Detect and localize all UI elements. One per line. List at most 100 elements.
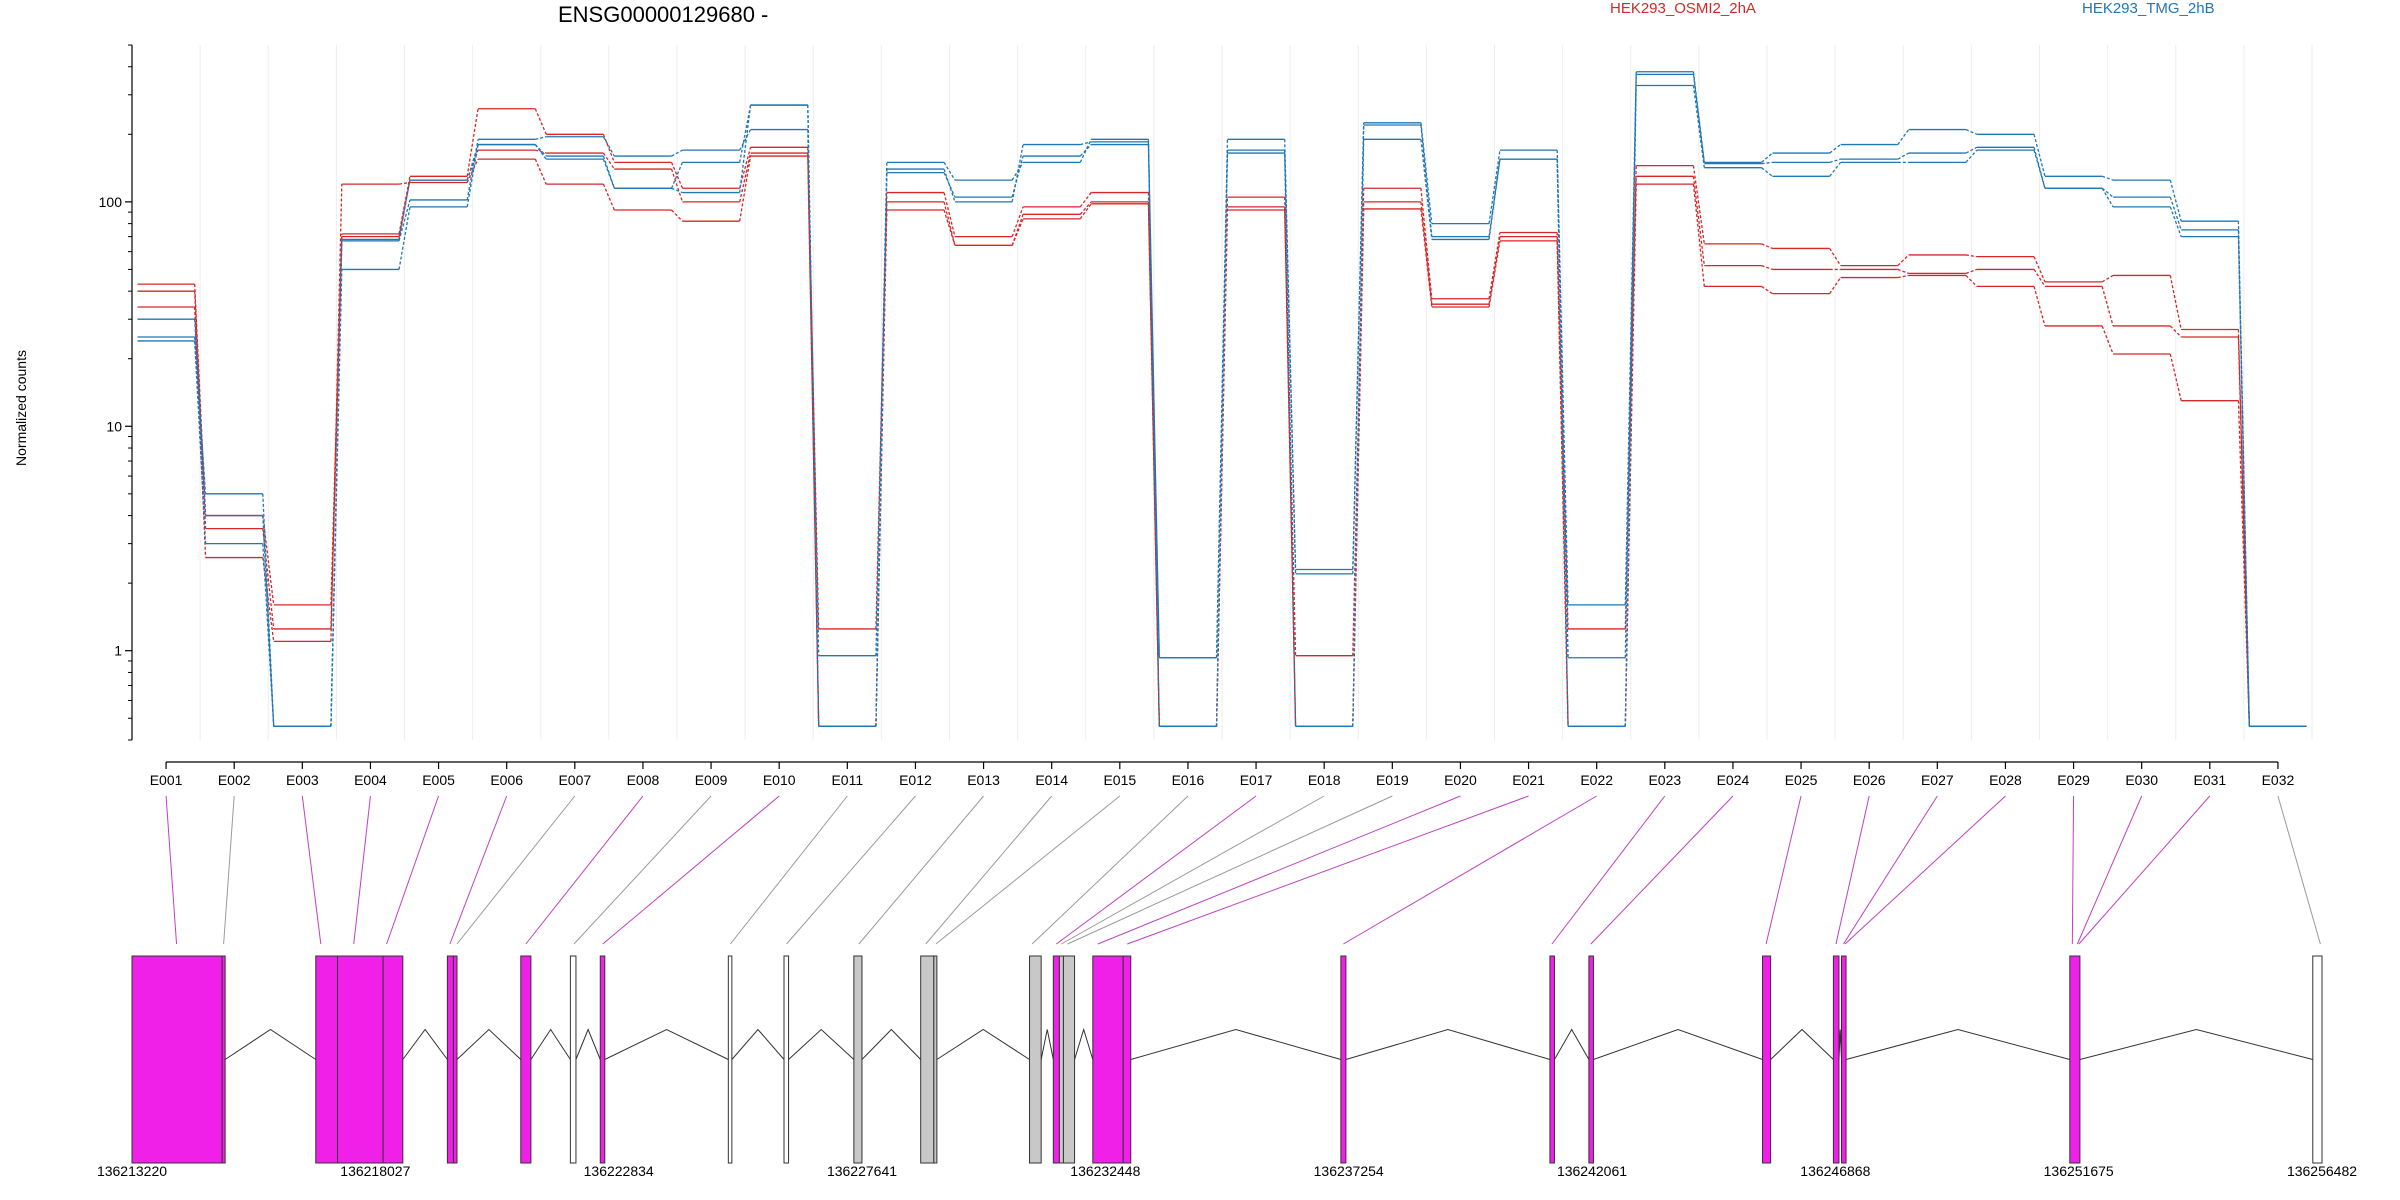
series-3-step-E004 bbox=[398, 179, 411, 240]
series-5-step-E013 bbox=[1011, 155, 1024, 198]
series-0-step-E014 bbox=[1079, 192, 1092, 208]
series-2-step-E014 bbox=[1079, 203, 1092, 220]
series-4-step-E021 bbox=[1556, 159, 1569, 658]
x-tick-label-E028: E028 bbox=[1989, 772, 2022, 788]
series-0-step-E027 bbox=[1965, 254, 1977, 258]
x-tick-label-E027: E027 bbox=[1921, 772, 1954, 788]
series-2-step-E006 bbox=[534, 158, 547, 185]
series-4-step-E024 bbox=[1761, 161, 1773, 165]
series-5-step-E004 bbox=[398, 206, 411, 270]
x-tick-label-E029: E029 bbox=[2057, 772, 2090, 788]
exon-E007 bbox=[452, 955, 458, 1164]
x-tick-label-E018: E018 bbox=[1308, 772, 1341, 788]
series-3-step-E025 bbox=[1829, 144, 1841, 154]
exon-E002 bbox=[221, 955, 226, 1164]
series-2-step-E023 bbox=[1692, 184, 1705, 287]
series-2-step-E012 bbox=[943, 209, 956, 246]
connector-E016 bbox=[1031, 795, 1189, 945]
x-tick-label-E014: E014 bbox=[1035, 772, 1068, 788]
series-5-step-E021 bbox=[1556, 159, 1569, 727]
series-4-step-E030 bbox=[2169, 196, 2182, 231]
coordinate-label: 136256482 bbox=[2287, 1163, 2357, 1179]
series-4-step-E005 bbox=[466, 139, 479, 201]
series-4-step-E019 bbox=[1420, 124, 1433, 237]
intron-line bbox=[604, 1028, 729, 1060]
exon-E032 bbox=[2312, 955, 2323, 1164]
series-1-step-E027 bbox=[1965, 268, 1978, 275]
y-axis-label: Normalized counts bbox=[13, 350, 29, 466]
coordinate-label: 136232448 bbox=[1070, 1163, 1140, 1179]
exon-E025 bbox=[1762, 955, 1772, 1164]
series-1-step-E007 bbox=[602, 152, 615, 170]
series-4-step-E027 bbox=[1965, 146, 1978, 154]
exon-E027 bbox=[1840, 955, 1847, 1164]
series-4-step-E029 bbox=[2101, 187, 2114, 198]
exon-E024 bbox=[1588, 955, 1594, 1164]
intron-line bbox=[936, 1028, 1030, 1060]
x-tick-label-E013: E013 bbox=[967, 772, 1000, 788]
series-4-step-E006 bbox=[535, 136, 547, 140]
exon-E005 bbox=[382, 955, 404, 1164]
series-3-step-E008 bbox=[671, 187, 683, 194]
connector-E009 bbox=[573, 795, 712, 945]
intron-line bbox=[1770, 1028, 1834, 1060]
series-4-step-E013 bbox=[1011, 162, 1024, 181]
series-5-step-E006 bbox=[534, 144, 547, 160]
coordinate-label: 136237254 bbox=[1314, 1163, 1384, 1179]
series-5-step-E015 bbox=[1147, 144, 1160, 727]
series-5-step-E011 bbox=[875, 172, 888, 727]
axes: 1 10 100 E001 E002 E003 E004 E005 E006 E007 E008 E0… bbox=[99, 44, 2294, 788]
connector-E024 bbox=[1590, 795, 1734, 945]
series-3-step-E022 bbox=[1624, 71, 1637, 605]
connector-E013 bbox=[858, 795, 984, 945]
connector-E022 bbox=[1343, 795, 1597, 945]
series-3-step-E001 bbox=[194, 319, 207, 516]
connector-E002 bbox=[223, 795, 235, 945]
exon-E004 bbox=[337, 955, 384, 1164]
series-5-step-E025 bbox=[1829, 161, 1842, 177]
x-tick-label-E003: E003 bbox=[286, 772, 319, 788]
coordinate-label: 136242061 bbox=[1557, 1163, 1627, 1179]
series-1-step-E026 bbox=[1897, 268, 1909, 275]
series-0-step-E023 bbox=[1692, 165, 1705, 244]
connector-E029 bbox=[2071, 795, 2075, 945]
connector-E021 bbox=[1127, 795, 1529, 945]
y-tick-label: 100 bbox=[99, 194, 123, 210]
series-3-step-E007 bbox=[602, 155, 615, 189]
series-4-step-E007 bbox=[602, 136, 615, 157]
exon-E001 bbox=[131, 955, 223, 1164]
exon-E020 bbox=[1092, 955, 1124, 1164]
series-4-step-E012 bbox=[943, 162, 956, 181]
series-0-step-E005 bbox=[466, 108, 479, 177]
connector-E032 bbox=[2277, 795, 2321, 945]
series-1-step-E006 bbox=[535, 149, 547, 154]
exon-E006 bbox=[446, 955, 454, 1164]
series-0-step-E012 bbox=[943, 192, 956, 237]
exon-E015 bbox=[933, 955, 938, 1164]
series-5-step-E012 bbox=[943, 172, 956, 198]
intron-line bbox=[2079, 1028, 2313, 1060]
connector-E015 bbox=[935, 795, 1121, 945]
connector-E008 bbox=[525, 795, 644, 945]
series-1-step-E012 bbox=[943, 201, 956, 246]
connector-E003 bbox=[301, 795, 322, 945]
x-tick-label-E010: E010 bbox=[763, 772, 796, 788]
series-0-step-E030 bbox=[2169, 275, 2182, 330]
series-5-step-E003 bbox=[330, 269, 343, 727]
series-5-step-E005 bbox=[466, 144, 479, 207]
connector-E028 bbox=[1844, 795, 2006, 945]
exon-E017 bbox=[1052, 955, 1060, 1164]
series-5-step-E010 bbox=[807, 105, 820, 727]
plot-series bbox=[137, 71, 2307, 728]
series-0-step-E011 bbox=[875, 192, 888, 629]
connector-E023 bbox=[1551, 795, 1666, 945]
connector-E006 bbox=[449, 795, 508, 945]
exon-E009 bbox=[569, 955, 577, 1164]
series-3-step-E028 bbox=[2033, 134, 2046, 177]
series-5-step-E019 bbox=[1420, 139, 1433, 240]
connector-E014 bbox=[925, 795, 1053, 945]
series-0-step-E020 bbox=[1488, 232, 1501, 299]
series-0-step-E019 bbox=[1420, 188, 1433, 299]
series-0-step-E026 bbox=[1897, 254, 1910, 267]
